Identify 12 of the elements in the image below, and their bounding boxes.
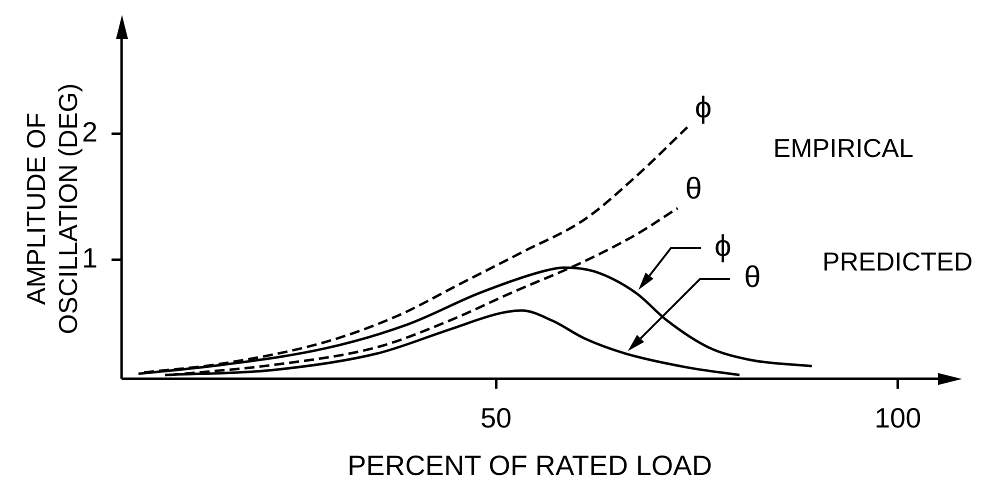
annotation: PREDICTED xyxy=(822,246,973,276)
x-tick-label: 100 xyxy=(874,402,922,434)
series-label: ϕ xyxy=(694,92,712,125)
x-tick-label: 50 xyxy=(480,402,512,434)
y-tick-label: 2 xyxy=(82,116,98,148)
text: θ xyxy=(744,260,761,294)
legend-label: ϕ xyxy=(714,230,732,264)
series-label: θ xyxy=(685,172,702,206)
x-axis-title: PERCENT OF RATED LOAD xyxy=(347,450,712,481)
y-tick-label: 1 xyxy=(82,242,98,274)
annotation: EMPIRICAL xyxy=(773,132,914,163)
y-axis-title: AMPLITUDE OF OSCILLATION (DEG) xyxy=(21,83,84,334)
